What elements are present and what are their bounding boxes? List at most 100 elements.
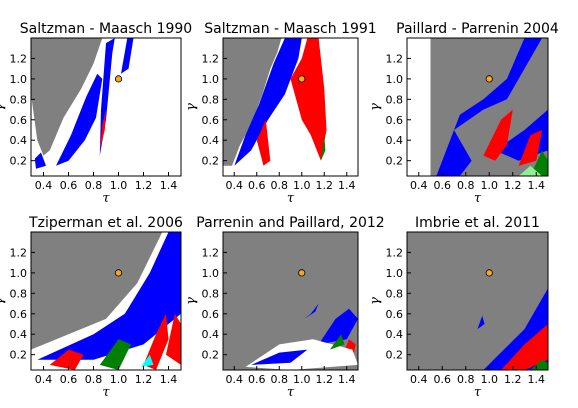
axes-frame bbox=[30, 37, 182, 177]
y-axis-label: γ bbox=[184, 297, 199, 305]
gray-region bbox=[407, 232, 548, 370]
x-tick-label: 0.6 bbox=[434, 373, 452, 386]
y-tick-label: 0.2 bbox=[202, 349, 220, 362]
x-tick-label: 0.4 bbox=[410, 179, 428, 192]
x-tick-label: 0.8 bbox=[85, 373, 103, 386]
reference-point bbox=[114, 75, 123, 83]
x-tick-label: 1.4 bbox=[338, 179, 356, 192]
y-tick-label: 1.0 bbox=[202, 267, 220, 280]
color-region-3 bbox=[530, 359, 548, 370]
x-tick-label: 1.2 bbox=[316, 179, 334, 192]
color-region-1 bbox=[56, 73, 103, 166]
y-tick-label: 1.0 bbox=[386, 73, 404, 86]
y-tick-label: 1.2 bbox=[386, 52, 404, 65]
chart-panel-1: 0.4 0.6 0.8 1.0 1.2 1.4 0.2 0.4 0.6 0.8 1.0 1.2 Salt… bbox=[0, 21, 192, 206]
x-tick-label: 1.2 bbox=[316, 373, 334, 386]
y-tick-label: 0.8 bbox=[386, 287, 404, 300]
x-tick-label: 1.0 bbox=[293, 179, 311, 192]
y-axis-label: γ bbox=[368, 103, 383, 111]
y-axis-label: γ bbox=[368, 297, 383, 305]
x-tick-label: 0.6 bbox=[248, 373, 266, 386]
axes-frame bbox=[406, 37, 549, 177]
x-tick-label: 0.6 bbox=[434, 179, 452, 192]
gray-region bbox=[31, 232, 163, 350]
x-tick-label: 0.6 bbox=[60, 373, 78, 386]
y-axis-label: γ bbox=[0, 297, 7, 305]
x-tick-label: 1.4 bbox=[338, 373, 356, 386]
color-region-5 bbox=[251, 349, 308, 365]
y-tick-label: 0.4 bbox=[10, 328, 28, 341]
y-tick-label: 1.2 bbox=[386, 246, 404, 259]
y-tick-label: 0.2 bbox=[202, 155, 220, 168]
y-tick-label: 0.4 bbox=[10, 134, 28, 147]
x-tick-label: 1.2 bbox=[135, 179, 153, 192]
color-region-2 bbox=[436, 130, 472, 176]
chart-panel-2: 0.4 0.6 0.8 1.0 1.2 1.4 0.2 0.4 0.6 0.8 1.0 1.2 Salt… bbox=[184, 21, 377, 206]
x-tick-label: 1.0 bbox=[481, 179, 499, 192]
chart-panel-5: 0.4 0.6 0.8 1.0 1.2 1.4 0.2 0.4 0.6 0.8 1.0 1.2 Parr… bbox=[184, 215, 385, 400]
gray-region bbox=[223, 232, 358, 370]
color-region-1 bbox=[318, 308, 358, 345]
y-tick-label: 0.6 bbox=[202, 114, 220, 127]
color-region-5 bbox=[99, 339, 131, 370]
y-tick-label: 1.2 bbox=[10, 52, 28, 65]
x-tick-label: 0.6 bbox=[248, 179, 266, 192]
color-region-2 bbox=[34, 152, 46, 169]
color-region-6 bbox=[530, 150, 548, 176]
y-tick-label: 1.0 bbox=[202, 73, 220, 86]
x-axis-label: τ bbox=[287, 191, 295, 206]
reference-point bbox=[485, 269, 493, 277]
color-region-6 bbox=[141, 354, 154, 367]
chart-panel-3: 0.4 0.6 0.8 1.0 1.2 1.4 0.2 0.4 0.6 0.8 1.0 1.2 Pail… bbox=[368, 21, 559, 206]
x-tick-label: 0.8 bbox=[457, 373, 475, 386]
color-region-4 bbox=[256, 119, 271, 166]
y-tick-label: 1.0 bbox=[10, 73, 28, 86]
x-axis-label: τ bbox=[474, 385, 482, 400]
gray-region bbox=[31, 38, 103, 156]
chart-title: Parrenin and Paillard, 2012 bbox=[196, 215, 384, 231]
color-region-6 bbox=[329, 334, 345, 350]
y-tick-label: 0.2 bbox=[10, 349, 28, 362]
chart-panel-6: 0.4 0.6 0.8 1.0 1.2 1.4 0.2 0.4 0.6 0.8 1.0 1.2 Imbr… bbox=[368, 215, 549, 400]
x-tick-label: 1.2 bbox=[504, 373, 522, 386]
axes-frame bbox=[406, 231, 549, 371]
chart-title: Paillard - Parrenin 2004 bbox=[396, 21, 559, 37]
x-axis-label: τ bbox=[287, 385, 295, 400]
x-tick-label: 1.2 bbox=[135, 373, 153, 386]
x-tick-label: 0.8 bbox=[457, 179, 475, 192]
y-tick-label: 0.2 bbox=[386, 349, 404, 362]
chart-panel-4: 0.4 0.6 0.8 1.0 1.2 1.4 0.2 0.4 0.6 0.8 1.0 1.2 Tzip… bbox=[0, 215, 183, 400]
x-tick-label: 1.4 bbox=[528, 373, 546, 386]
gray-region bbox=[223, 38, 282, 166]
x-tick-label: 1.0 bbox=[481, 373, 499, 386]
y-axis-label: γ bbox=[0, 103, 7, 111]
color-region-5 bbox=[518, 130, 543, 166]
x-tick-label: 0.4 bbox=[226, 179, 244, 192]
reference-point bbox=[114, 269, 123, 277]
y-tick-label: 0.2 bbox=[10, 155, 28, 168]
color-region-5 bbox=[320, 135, 326, 161]
color-region-2 bbox=[501, 324, 548, 370]
x-axis-label: τ bbox=[102, 385, 110, 400]
y-tick-label: 0.2 bbox=[386, 155, 404, 168]
y-tick-label: 0.4 bbox=[386, 134, 404, 147]
x-tick-label: 1.0 bbox=[293, 373, 311, 386]
color-region-2 bbox=[49, 349, 84, 370]
color-region-1 bbox=[234, 38, 302, 166]
y-tick-label: 0.8 bbox=[10, 93, 28, 106]
y-tick-label: 0.6 bbox=[10, 114, 28, 127]
axes-frame bbox=[222, 231, 359, 371]
y-tick-label: 0.8 bbox=[202, 287, 220, 300]
x-tick-label: 0.4 bbox=[35, 373, 53, 386]
x-tick-label: 1.2 bbox=[504, 179, 522, 192]
y-tick-label: 1.2 bbox=[202, 246, 220, 259]
y-tick-label: 0.8 bbox=[10, 287, 28, 300]
x-tick-label: 0.6 bbox=[60, 179, 78, 192]
y-tick-label: 0.8 bbox=[386, 93, 404, 106]
x-tick-label: 0.8 bbox=[271, 373, 289, 386]
x-tick-label: 1.4 bbox=[528, 179, 546, 192]
color-region-1 bbox=[454, 38, 543, 130]
axes-frame bbox=[30, 231, 182, 371]
x-tick-label: 1.4 bbox=[160, 373, 178, 386]
reference-point bbox=[298, 269, 306, 277]
